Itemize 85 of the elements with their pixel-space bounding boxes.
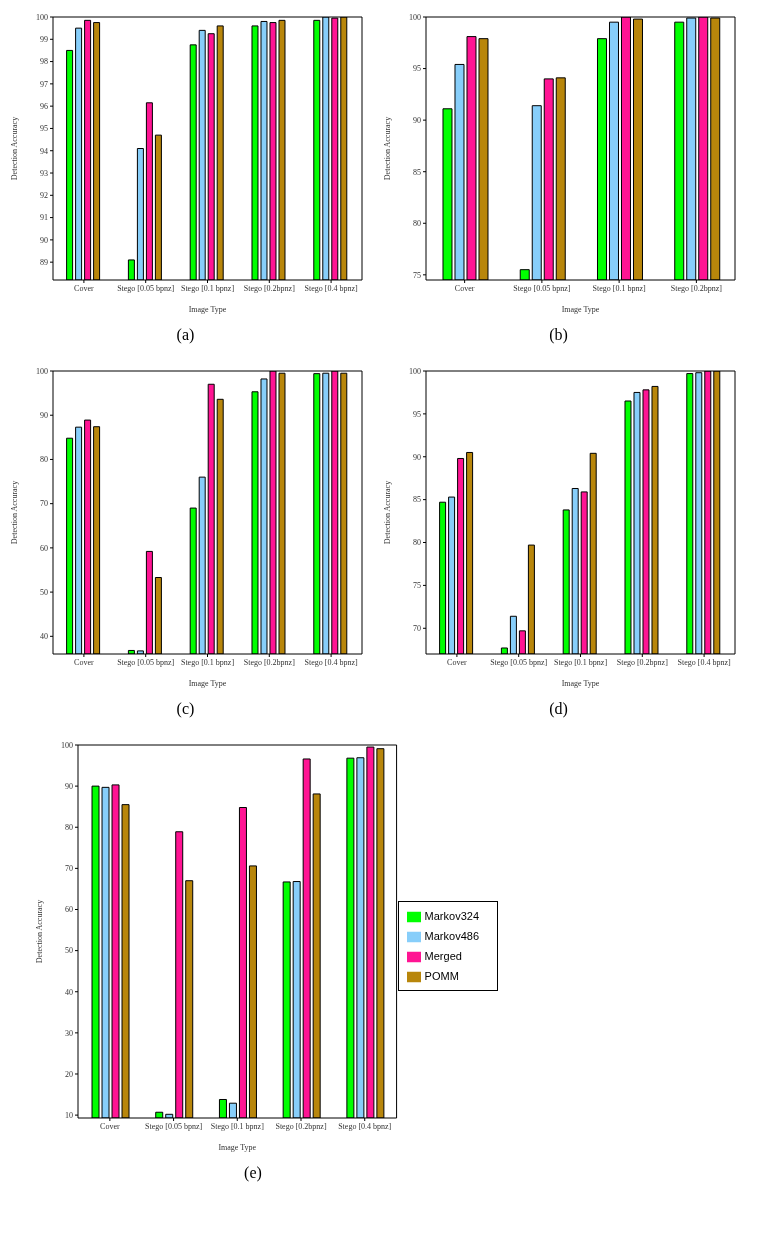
text: (e) [243,1164,263,1182]
y-tick-label: 80 [65,823,73,833]
y-tick-label: 50 [40,587,48,597]
x-tick-label: Stego [0.05 bpnz] [145,1121,203,1131]
x-tick-label: Stego [0.1 bpnz] [180,283,235,293]
legend-label: POMM [424,970,459,982]
x-tick-label: Stego [0.1 bpnz] [592,283,647,293]
x-tick-label: Cover [100,1121,120,1131]
y-tick-label: 30 [65,1028,73,1038]
y-tick-label: 92 [40,191,48,201]
y-tick-label: 75 [413,270,421,280]
y-tick-label: 60 [40,543,48,553]
y-tick-label: 80 [413,538,421,548]
y-tick-label: 85 [413,495,421,505]
legend-label: Markov324 [424,910,479,922]
text: (a) [175,326,196,344]
legend-label: Merged [424,950,462,962]
x-tick-label: Stego [0.4 bpnz] [677,657,731,667]
y-tick-label: 40 [40,632,48,642]
y-tick-label: 94 [40,146,48,156]
x-tick-label: Stego [0.1 bpnz] [180,657,235,667]
y-tick-label: 90 [65,781,73,791]
x-axis-title: Image Type [561,679,600,688]
y-tick-label: 80 [40,455,48,465]
y-tick-label: 70 [65,864,73,874]
x-tick-label: Stego [0.05 bpnz] [490,657,548,667]
y-tick-label: 60 [65,905,73,915]
y-tick-label: 97 [40,79,48,89]
x-tick-label: Stego [0.4 bpnz] [338,1121,392,1131]
y-tick-label: 70 [413,624,421,634]
y-axis-title: Detection Accuracy [9,480,19,545]
y-tick-label: 95 [40,124,48,134]
x-tick-label: Stego [0.2bpnz] [243,283,296,293]
x-tick-label: Stego [0.2bpnz] [616,657,669,667]
y-tick-label: 93 [40,168,48,178]
y-axis-title: Detection Accuracy [382,116,392,181]
x-axis-title: Image Type [218,1143,257,1152]
y-tick-label: 99 [40,35,48,45]
y-tick-label: 100 [409,366,421,376]
legend-label: Markov486 [424,930,479,942]
x-tick-label: Stego [0.2bpnz] [243,657,296,667]
text: (c) [175,700,196,718]
x-tick-label: Stego [0.2bpnz] [670,283,723,293]
y-tick-label: 95 [413,64,421,74]
x-tick-label: Stego [0.4 bpnz] [304,283,358,293]
x-axis-title: Image Type [188,679,227,688]
y-tick-label: 91 [40,213,48,223]
x-tick-label: Stego [0.1 bpnz] [210,1121,265,1131]
x-tick-label: Stego [0.4 bpnz] [304,657,358,667]
y-tick-label: 100 [36,366,48,376]
x-tick-label: Cover [447,657,468,667]
y-tick-label: 50 [65,946,73,956]
x-tick-label: Stego [0.1 bpnz] [553,657,608,667]
y-tick-label: 96 [40,101,48,111]
y-tick-label: 40 [65,987,73,997]
y-axis-title: Detection Accuracy [9,116,19,181]
y-tick-label: 100 [61,740,73,750]
y-tick-label: 80 [413,219,421,229]
y-tick-label: 20 [65,1069,73,1079]
text: (b) [548,326,569,344]
y-tick-label: 85 [413,167,421,177]
y-tick-label: 100 [36,12,48,22]
x-tick-label: Cover [74,283,95,293]
y-axis-title: Detection Accuracy [382,480,392,545]
y-tick-label: 100 [409,12,421,22]
x-axis-title: Image Type [188,305,227,314]
y-tick-label: 90 [40,411,48,421]
x-tick-label: Stego [0.05 bpnz] [513,283,571,293]
y-tick-label: 90 [413,452,421,462]
y-tick-label: 90 [413,115,421,125]
y-tick-label: 89 [40,258,48,268]
text: (d) [548,700,569,718]
x-tick-label: Stego [0.05 bpnz] [117,657,175,667]
x-tick-label: Cover [74,657,95,667]
x-tick-label: Stego [0.05 bpnz] [117,283,175,293]
y-tick-label: 75 [413,581,421,591]
y-tick-label: 90 [40,235,48,245]
x-tick-label: Stego [0.2bpnz] [275,1121,327,1131]
y-tick-label: 98 [40,57,48,67]
y-tick-label: 70 [40,499,48,509]
y-tick-label: 10 [65,1110,73,1120]
x-axis-title: Image Type [561,305,600,314]
y-axis-title: Detection Accuracy [34,899,44,964]
y-tick-label: 95 [413,409,421,419]
x-tick-label: Cover [454,283,475,293]
